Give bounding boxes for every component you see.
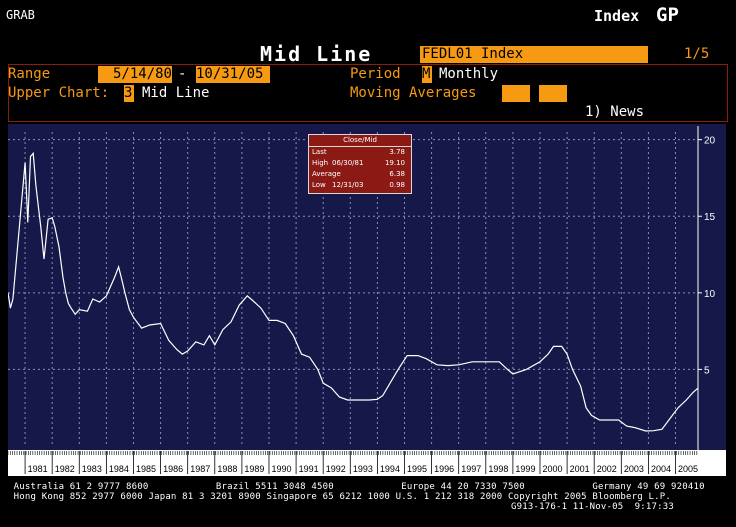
x-tick-label: 1986 <box>163 464 183 474</box>
stats-row: Low 12/31/03 0.98 <box>309 180 411 191</box>
upper-chart-value: Mid Line <box>142 85 210 101</box>
stats-box-title: Close/Mid <box>309 135 411 147</box>
stats-label: Low <box>312 181 326 189</box>
x-tick-label: 1987 <box>190 464 210 474</box>
chart-area: 5 10 15 20 1981 1982 1983 1984 1985 1986 1987 1988 1… <box>7 124 726 476</box>
stats-label: High <box>312 159 329 167</box>
range-start-field[interactable]: 5/14/80 <box>98 66 172 83</box>
x-tick-label: 1999 <box>515 464 535 474</box>
stats-row: Average 6.38 <box>309 169 411 180</box>
x-tick-label: 2003 <box>624 464 644 474</box>
stats-value: 19.10 <box>384 159 405 167</box>
x-tick-label: 1996 <box>434 464 454 474</box>
x-tick-label: 1995 <box>407 464 427 474</box>
ticker-field[interactable]: FEDL01 Index <box>420 46 648 63</box>
x-tick-label: 1984 <box>109 464 129 474</box>
stats-row: Last 3.78 <box>309 147 411 158</box>
stats-box: Close/Mid Last 3.78 High 06/30/81 19.10 … <box>308 134 412 194</box>
series-line <box>7 151 699 432</box>
index-label: Index <box>594 7 640 25</box>
x-tick-label: 1990 <box>272 464 292 474</box>
range-dash: - <box>178 66 187 82</box>
x-tick-label: 2004 <box>651 464 671 474</box>
x-tick-label: 1993 <box>353 464 373 474</box>
stats-date: 12/31/03 <box>332 181 364 189</box>
control-panel <box>8 64 728 122</box>
stats-label: Average <box>312 170 341 178</box>
upper-chart-code-field[interactable]: 3 <box>124 85 134 102</box>
gp-label: GP <box>656 4 679 26</box>
x-tick-label: 2000 <box>543 464 563 474</box>
y-tick-label: 15 <box>704 212 716 223</box>
stats-row: High 06/30/81 19.10 <box>309 158 411 169</box>
x-tick-label: 1994 <box>380 464 400 474</box>
footer-contacts-1: Australia 61 2 9777 8600 Brazil 5511 304… <box>8 482 705 492</box>
x-tick-label: 1982 <box>55 464 75 474</box>
stats-date: 06/30/81 <box>332 159 364 167</box>
x-tick-label: 1989 <box>244 464 264 474</box>
page-title: Mid Line <box>260 42 373 66</box>
period-code-field[interactable]: M <box>422 66 432 83</box>
stats-value: 6.38 <box>389 170 405 178</box>
moving-average-2-field[interactable] <box>539 85 567 102</box>
period-label: Period <box>350 66 401 82</box>
stats-label: Last <box>312 148 327 156</box>
x-tick-label: 1988 <box>217 464 237 474</box>
y-tick-label: 5 <box>704 365 710 376</box>
stats-value: 3.78 <box>389 148 405 156</box>
x-tick-label: 1992 <box>326 464 346 474</box>
upper-chart-label: Upper Chart: <box>8 85 110 101</box>
x-tick-label: 2005 <box>678 464 698 474</box>
period-value: Monthly <box>439 66 499 82</box>
x-tick-label: 2001 <box>570 464 590 474</box>
news-link[interactable]: 1) News <box>585 104 645 120</box>
line-chart: 5 10 15 20 1981 1982 1983 1984 1985 1986 1987 1988 1… <box>7 126 726 476</box>
range-end-field[interactable]: 10/31/05 <box>196 66 270 83</box>
y-tick-label: 10 <box>704 289 716 300</box>
moving-average-1-field[interactable] <box>502 85 530 102</box>
x-tick-label: 1983 <box>82 464 102 474</box>
x-tick-label: 1997 <box>461 464 481 474</box>
grab-label: GRAB <box>6 8 35 22</box>
x-tick-label: 1998 <box>488 464 508 474</box>
y-tick-label: 20 <box>704 136 716 147</box>
footer-timestamp: G913-176-1 11-Nov-05 9:17:33 <box>511 502 674 512</box>
range-label: Range <box>8 66 51 82</box>
footer-contacts-2: Hong Kong 852 2977 6000 Japan 81 3 3201 … <box>8 492 671 502</box>
x-tick-label: 2002 <box>597 464 617 474</box>
moving-averages-label: Moving Averages <box>350 85 477 101</box>
stats-value: 0.98 <box>389 181 405 189</box>
x-tick-label: 1985 <box>136 464 156 474</box>
x-tick-label: 1981 <box>28 464 48 474</box>
x-tick-label: 1991 <box>299 464 319 474</box>
page-number: 1/5 <box>684 46 710 62</box>
